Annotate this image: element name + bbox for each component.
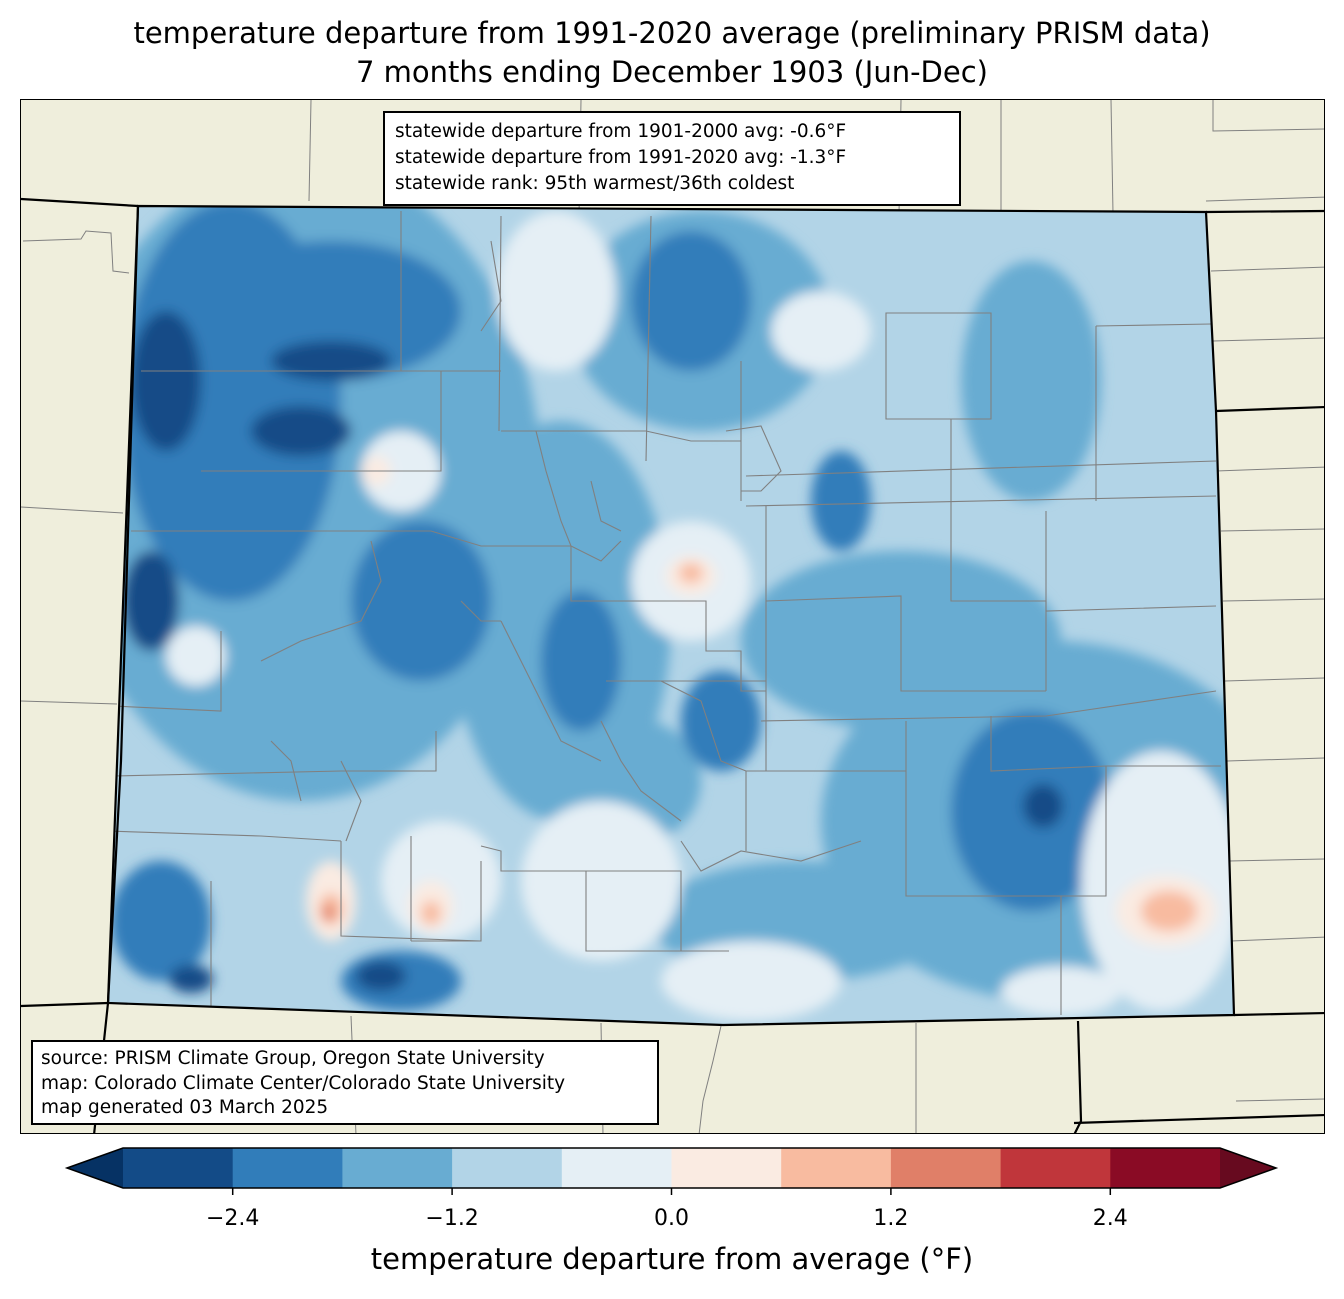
colorbar-segment <box>452 1148 563 1188</box>
colorbar-segment <box>232 1148 343 1188</box>
statewide-stats-box: statewide departure from 1901-2000 avg: … <box>383 111 961 206</box>
colorbar-segment <box>671 1148 782 1188</box>
source-line: source: PRISM Climate Group, Oregon Stat… <box>41 1048 545 1069</box>
generated-date-line: map generated 03 March 2025 <box>41 1097 329 1118</box>
map-title-line1: temperature departure from 1991-2020 ave… <box>133 16 1211 50</box>
map-panel <box>20 99 1325 1134</box>
colorbar-outline <box>64 1147 1279 1189</box>
stat-line-rank: statewide rank: 95th warmest/36th coldes… <box>395 173 795 194</box>
colorbar-segment <box>123 1148 234 1188</box>
temperature-departure-field <box>108 206 1234 1025</box>
colorbar-extend-low <box>67 1148 123 1188</box>
stat-line-1901-2000: statewide departure from 1901-2000 avg: … <box>395 121 847 142</box>
colorbar-extend-high <box>1220 1148 1276 1188</box>
colorbar-tick-label: 0.0 <box>654 1206 689 1231</box>
colorbar-segment <box>1000 1148 1111 1188</box>
colorbar <box>64 1147 1279 1195</box>
colorbar-segment <box>1110 1148 1221 1188</box>
colorbar-tick-label: 2.4 <box>1092 1206 1128 1231</box>
colorbar-segment <box>561 1148 672 1188</box>
colorado-map <box>21 100 1324 1133</box>
colorbar-tick-label: 1.2 <box>873 1206 909 1231</box>
colorbar-segment <box>890 1148 1002 1188</box>
colorado-county-lines <box>108 211 1221 1015</box>
stat-line-1991-2020: statewide departure from 1991-2020 avg: … <box>395 147 847 168</box>
colorbar-segment <box>781 1148 892 1188</box>
colorbar-tick-label: −2.4 <box>205 1206 260 1231</box>
neighbor-county-lines <box>21 100 1324 1133</box>
colorbar-segment <box>342 1148 453 1188</box>
colorbar-label: temperature departure from average (°F) <box>370 1242 974 1276</box>
map-title-line2: 7 months ending December 1903 (Jun-Dec) <box>356 55 988 89</box>
colorbar-tick-label: −1.2 <box>425 1206 479 1231</box>
source-credits-box: source: PRISM Climate Group, Oregon Stat… <box>31 1040 659 1125</box>
map-credit-line: map: Colorado Climate Center/Colorado St… <box>41 1072 566 1094</box>
